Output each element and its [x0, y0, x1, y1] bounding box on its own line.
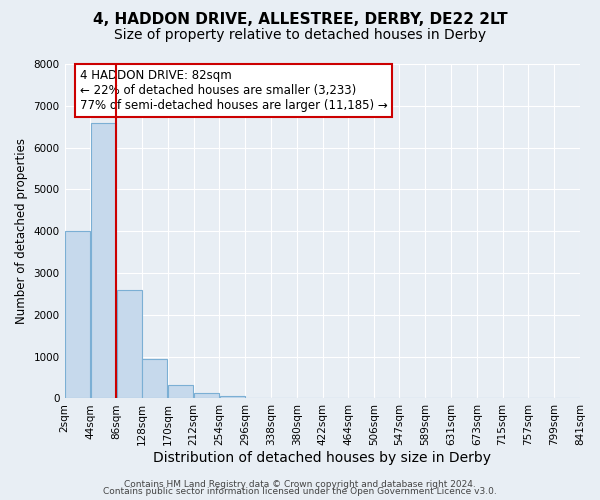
- Bar: [220, 396, 245, 398]
- Text: 4 HADDON DRIVE: 82sqm
← 22% of detached houses are smaller (3,233)
77% of semi-d: 4 HADDON DRIVE: 82sqm ← 22% of detached …: [80, 69, 388, 112]
- Bar: [194, 394, 219, 398]
- Bar: [91, 122, 116, 398]
- X-axis label: Distribution of detached houses by size in Derby: Distribution of detached houses by size …: [153, 451, 491, 465]
- Text: Contains HM Land Registry data © Crown copyright and database right 2024.: Contains HM Land Registry data © Crown c…: [124, 480, 476, 489]
- Text: Size of property relative to detached houses in Derby: Size of property relative to detached ho…: [114, 28, 486, 42]
- Bar: [142, 358, 167, 399]
- Bar: [65, 231, 90, 398]
- Text: Contains public sector information licensed under the Open Government Licence v3: Contains public sector information licen…: [103, 487, 497, 496]
- Text: 4, HADDON DRIVE, ALLESTREE, DERBY, DE22 2LT: 4, HADDON DRIVE, ALLESTREE, DERBY, DE22 …: [92, 12, 508, 28]
- Bar: [168, 385, 193, 398]
- Y-axis label: Number of detached properties: Number of detached properties: [15, 138, 28, 324]
- Bar: [116, 290, 142, 399]
